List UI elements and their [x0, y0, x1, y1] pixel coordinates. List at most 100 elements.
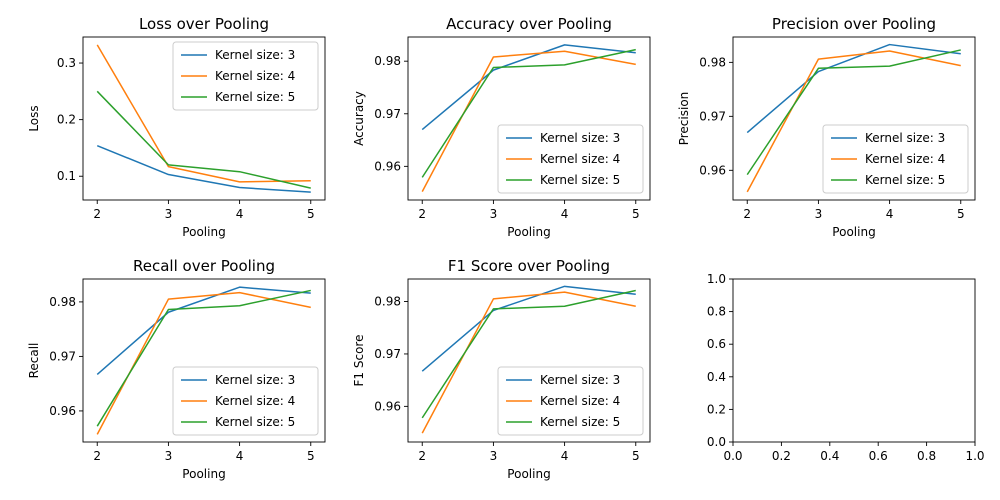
axes-frame [732, 278, 976, 443]
x-tick-label: 5 [307, 449, 315, 463]
legend-label: Kernel size: 4 [540, 152, 620, 166]
subplot-3: 2 3 4 5 0.96 0.97 0.98 Precision over Pooling Po… [677, 15, 976, 239]
x-tick-label: 4 [236, 207, 244, 221]
y-tick-label: 0.96 [49, 404, 76, 418]
series-line-kernel-3 [421, 285, 636, 372]
series-line-kernel-3 [96, 286, 311, 375]
x-tick-label: 2 [418, 449, 426, 463]
series-line-kernel-3 [421, 44, 636, 131]
x-tick-label: 2 [418, 207, 426, 221]
x-tick-label: 2 [743, 207, 751, 221]
x-tick-label: 0.2 [772, 449, 791, 463]
x-tick-label: 4 [886, 207, 894, 221]
x-axis-label: Pooling [507, 467, 550, 481]
x-tick-label: 4 [561, 207, 569, 221]
axes-frame [82, 278, 326, 443]
legend-label: Kernel size: 3 [540, 373, 620, 387]
y-axis-label: Accuracy [352, 91, 366, 146]
axes-frame [732, 36, 976, 201]
x-tick-label: 3 [815, 207, 823, 221]
x-tick-label: 5 [957, 207, 965, 221]
legend-box [172, 366, 319, 436]
series-line-kernel-5 [746, 49, 961, 176]
x-tick-label: 5 [632, 207, 640, 221]
legend-label: Kernel size: 3 [865, 131, 945, 145]
y-tick-label: 0.96 [374, 399, 401, 413]
legend-label: Kernel size: 5 [215, 415, 295, 429]
y-tick-label: 0.97 [699, 109, 726, 123]
subplot-1: 2 3 4 5 0.1 0.2 0.3 Loss over Pooling Pooling Los… [27, 15, 326, 239]
subplot-6: 0.0 0.2 0.4 0.6 0.8 1.0 0.0 0.2 0.4 0.6 0.8 1.0 [707, 272, 985, 463]
y-axis-label: Recall [27, 343, 41, 379]
legend-label: Kernel size: 5 [865, 173, 945, 187]
axes-frame [407, 36, 651, 201]
y-tick-label: 0.98 [374, 295, 401, 309]
subplot-4: 2 3 4 5 0.96 0.97 0.98 Recall over Pooling Pooli… [27, 257, 326, 481]
x-axis-label: Pooling [507, 225, 550, 239]
y-tick-label: 0.97 [374, 107, 401, 121]
y-tick-label: 0.0 [707, 435, 726, 449]
x-tick-label: 3 [165, 449, 173, 463]
subplot-5: 2 3 4 5 0.96 0.97 0.98 F1 Score over Pooling Poo… [352, 257, 651, 481]
subplot-2: 2 3 4 5 0.96 0.97 0.98 Accuracy over Pooling Poo… [352, 15, 651, 239]
legend-box [497, 124, 644, 194]
legend-label: Kernel size: 5 [215, 90, 295, 104]
axes-frame [407, 278, 651, 443]
x-tick-label: 3 [490, 207, 498, 221]
y-tick-label: 0.1 [57, 169, 76, 183]
x-tick-label: 3 [490, 449, 498, 463]
legend-box [172, 41, 319, 111]
y-axis-label: F1 Score [352, 335, 366, 387]
y-tick-label: 0.3 [57, 56, 76, 70]
legend-box [822, 124, 969, 194]
x-tick-label: 0.4 [820, 449, 839, 463]
y-tick-label: 0.96 [699, 163, 726, 177]
series-line-kernel-4 [96, 44, 311, 183]
y-tick-label: 0.96 [374, 159, 401, 173]
chart-title: Precision over Pooling [772, 15, 936, 33]
legend: Kernel size: 3 Kernel size: 4 Kernel size:… [172, 41, 319, 111]
legend: Kernel size: 3 Kernel size: 4 Kernel size:… [497, 366, 644, 436]
legend-label: Kernel size: 3 [540, 131, 620, 145]
chart-title: Recall over Pooling [133, 257, 275, 275]
legend: Kernel size: 3 Kernel size: 4 Kernel size:… [822, 124, 969, 194]
legend-label: Kernel size: 4 [865, 152, 945, 166]
legend-label: Kernel size: 3 [215, 48, 295, 62]
y-tick-label: 0.98 [49, 295, 76, 309]
legend-label: Kernel size: 4 [215, 394, 295, 408]
y-tick-label: 1.0 [707, 272, 726, 286]
y-tick-label: 0.97 [374, 347, 401, 361]
legend-box [497, 366, 644, 436]
y-tick-label: 0.2 [57, 113, 76, 127]
y-tick-label: 0.98 [374, 54, 401, 68]
series-line-kernel-5 [421, 289, 636, 419]
y-tick-label: 0.2 [707, 402, 726, 416]
series-line-kernel-3 [96, 144, 311, 193]
legend-label: Kernel size: 4 [215, 69, 295, 83]
chart-title: Accuracy over Pooling [446, 15, 612, 33]
series-line-kernel-3 [746, 43, 961, 134]
x-tick-label: 2 [93, 449, 101, 463]
x-tick-label: 1.0 [965, 449, 984, 463]
x-tick-label: 5 [307, 207, 315, 221]
series-line-kernel-5 [421, 48, 636, 178]
series-line-kernel-5 [96, 289, 311, 427]
x-tick-label: 5 [632, 449, 640, 463]
x-tick-label: 0.8 [917, 449, 936, 463]
series-line-kernel-5 [96, 90, 311, 189]
x-tick-label: 3 [165, 207, 173, 221]
x-tick-label: 2 [93, 207, 101, 221]
x-axis-label: Pooling [182, 467, 225, 481]
y-axis-label: Precision [677, 92, 691, 146]
legend-label: Kernel size: 5 [540, 415, 620, 429]
x-tick-label: 4 [561, 449, 569, 463]
chart-title: Loss over Pooling [139, 15, 269, 33]
y-tick-label: 0.6 [707, 337, 726, 351]
legend: Kernel size: 3 Kernel size: 4 Kernel size:… [172, 366, 319, 436]
x-axis-label: Pooling [832, 225, 875, 239]
y-tick-label: 0.98 [699, 55, 726, 69]
legend-label: Kernel size: 4 [540, 394, 620, 408]
y-tick-label: 0.4 [707, 370, 726, 384]
x-tick-label: 0.0 [723, 449, 742, 463]
